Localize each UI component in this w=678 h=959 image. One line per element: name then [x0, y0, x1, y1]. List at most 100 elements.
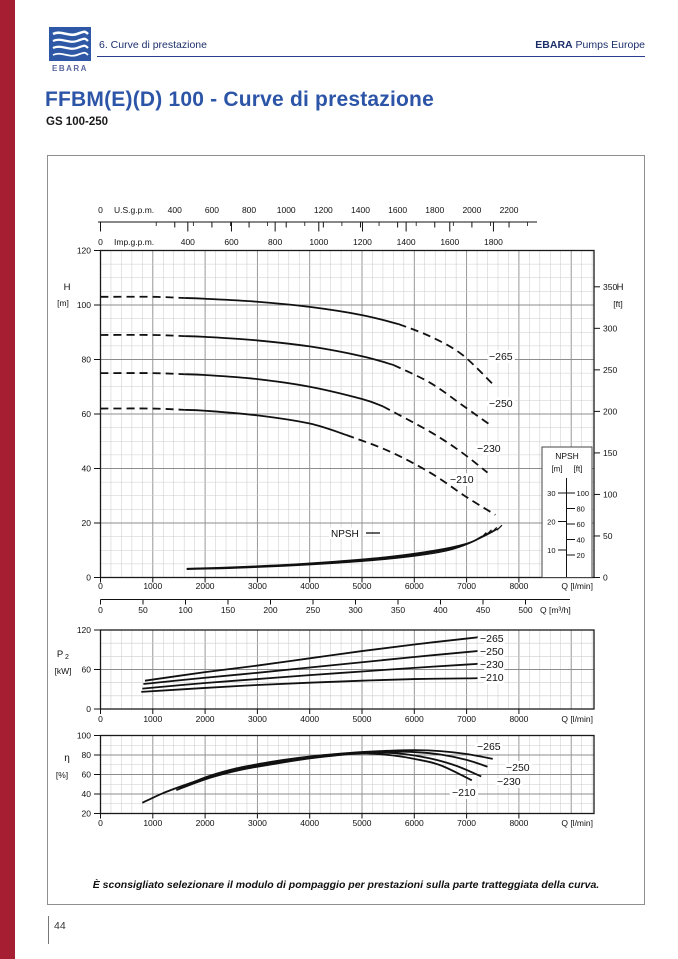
svg-text:0: 0: [86, 573, 91, 583]
svg-text:600: 600: [205, 205, 219, 215]
svg-text:1600: 1600: [440, 237, 459, 247]
eta-curve-210: [141, 752, 473, 804]
svg-text:[kW]: [kW]: [55, 666, 72, 676]
svg-text:200: 200: [603, 406, 617, 416]
h-curve-label-265: −265: [489, 351, 513, 363]
svg-text:1800: 1800: [484, 237, 503, 247]
svg-text:50: 50: [138, 605, 148, 615]
header-divider: [97, 56, 645, 57]
svg-text:3000: 3000: [248, 818, 267, 828]
svg-text:100: 100: [577, 489, 590, 498]
svg-text:6000: 6000: [405, 581, 424, 591]
svg-text:1000: 1000: [143, 818, 162, 828]
eta-curve-label-230: −230: [497, 776, 521, 788]
svg-text:100: 100: [178, 605, 192, 615]
svg-text:1200: 1200: [353, 237, 372, 247]
imp-gpm-axis-label: Imp.g.p.m.: [114, 237, 154, 247]
svg-text:100: 100: [77, 300, 91, 310]
svg-text:60: 60: [577, 520, 585, 529]
svg-text:Q [l/min]: Q [l/min]: [561, 581, 593, 591]
svg-text:[m]: [m]: [57, 298, 69, 308]
svg-text:400: 400: [181, 237, 195, 247]
npsh-label: NPSH: [331, 529, 359, 540]
svg-text:120: 120: [77, 246, 91, 256]
svg-text:10: 10: [547, 546, 555, 555]
svg-text:50: 50: [603, 531, 613, 541]
svg-text:0: 0: [98, 714, 103, 724]
footer-line: [48, 916, 49, 944]
us-gpm-axis-label: U.S.g.p.m.: [114, 205, 154, 215]
svg-text:200: 200: [263, 605, 277, 615]
svg-text:0: 0: [98, 605, 103, 615]
svg-text:30: 30: [547, 489, 555, 498]
svg-text:1400: 1400: [351, 205, 370, 215]
svg-text:8000: 8000: [509, 714, 528, 724]
svg-text:[%]: [%]: [56, 770, 68, 780]
svg-text:4000: 4000: [300, 714, 319, 724]
svg-text:5000: 5000: [353, 581, 372, 591]
svg-text:2000: 2000: [196, 581, 215, 591]
svg-text:2000: 2000: [196, 714, 215, 724]
svg-text:20: 20: [82, 518, 92, 528]
p2-curve-230: [142, 662, 483, 690]
h-curve-250: [184, 335, 394, 366]
svg-text:800: 800: [268, 237, 282, 247]
p2-curve-label-210: −210: [480, 672, 504, 684]
ebara-logo: EBARA: [45, 27, 95, 73]
p2-curve-label-250: −250: [480, 646, 504, 658]
svg-text:250: 250: [603, 365, 617, 375]
svg-text:80: 80: [82, 750, 92, 760]
head-chart: 020406080100120H[m]050100150200250300350…: [57, 246, 623, 592]
npsh-inset-title: NPSH: [555, 451, 579, 461]
svg-text:350: 350: [391, 605, 405, 615]
svg-text:40: 40: [82, 464, 92, 474]
efficiency-y-axis-label: η: [64, 753, 70, 764]
eta-curve-label-265: −265: [477, 741, 501, 753]
performance-figure: 0 400 600 800 1000 1200 1400 1600 1800 2000 2200 U.…: [47, 155, 645, 905]
svg-text:0: 0: [98, 237, 103, 247]
svg-text:20: 20: [577, 551, 585, 560]
power-chart: 0 60 120 P 2 [kW] −265−250−230−210 0 1000 2000 300…: [55, 625, 595, 724]
svg-text:3000: 3000: [248, 714, 267, 724]
svg-text:4000: 4000: [300, 581, 319, 591]
p2-curve-label-230: −230: [480, 659, 504, 671]
svg-text:80: 80: [82, 355, 92, 365]
svg-text:100: 100: [77, 731, 91, 741]
svg-text:400: 400: [433, 605, 447, 615]
svg-text:1600: 1600: [388, 205, 407, 215]
svg-text:1000: 1000: [143, 581, 162, 591]
svg-text:8000: 8000: [509, 581, 528, 591]
svg-text:150: 150: [603, 448, 617, 458]
flow-rulers: 0 400 600 800 1000 1200 1400 1600 1800 2000 2200 U.…: [98, 205, 537, 247]
svg-text:40: 40: [577, 535, 585, 544]
svg-text:Q [l/min]: Q [l/min]: [561, 818, 593, 828]
svg-text:80: 80: [577, 504, 585, 513]
svg-text:7000: 7000: [457, 714, 476, 724]
svg-text:1000: 1000: [277, 205, 296, 215]
svg-text:0: 0: [603, 573, 608, 583]
svg-text:40: 40: [82, 789, 92, 799]
header-section-label: 6. Curve di prestazione: [99, 39, 207, 51]
page-title: FFBM(E)(D) 100 - Curve di prestazione: [45, 88, 434, 111]
p2-curve-label-265: −265: [480, 633, 504, 645]
ebara-logo-icon: [49, 27, 91, 61]
head-right-axis-label: H: [617, 282, 624, 293]
svg-text:[m]: [m]: [551, 465, 562, 474]
svg-text:300: 300: [603, 323, 617, 333]
svg-text:6000: 6000: [405, 818, 424, 828]
svg-text:6000: 6000: [405, 714, 424, 724]
p2-curve-210: [141, 677, 480, 693]
svg-text:5000: 5000: [353, 714, 372, 724]
svg-text:1000: 1000: [143, 714, 162, 724]
brand-rest: Pumps Europe: [572, 39, 645, 51]
svg-text:120: 120: [77, 625, 91, 635]
svg-text:350: 350: [603, 282, 617, 292]
power-y-axis-label: P: [57, 649, 63, 660]
performance-curves-chart: 0 400 600 800 1000 1200 1400 1600 1800 2000 2200U.…: [55, 205, 624, 828]
svg-text:5000: 5000: [353, 818, 372, 828]
svg-text:0: 0: [98, 581, 103, 591]
svg-text:20: 20: [547, 517, 555, 526]
svg-text:250: 250: [306, 605, 320, 615]
p2-curve-265: [144, 635, 488, 682]
